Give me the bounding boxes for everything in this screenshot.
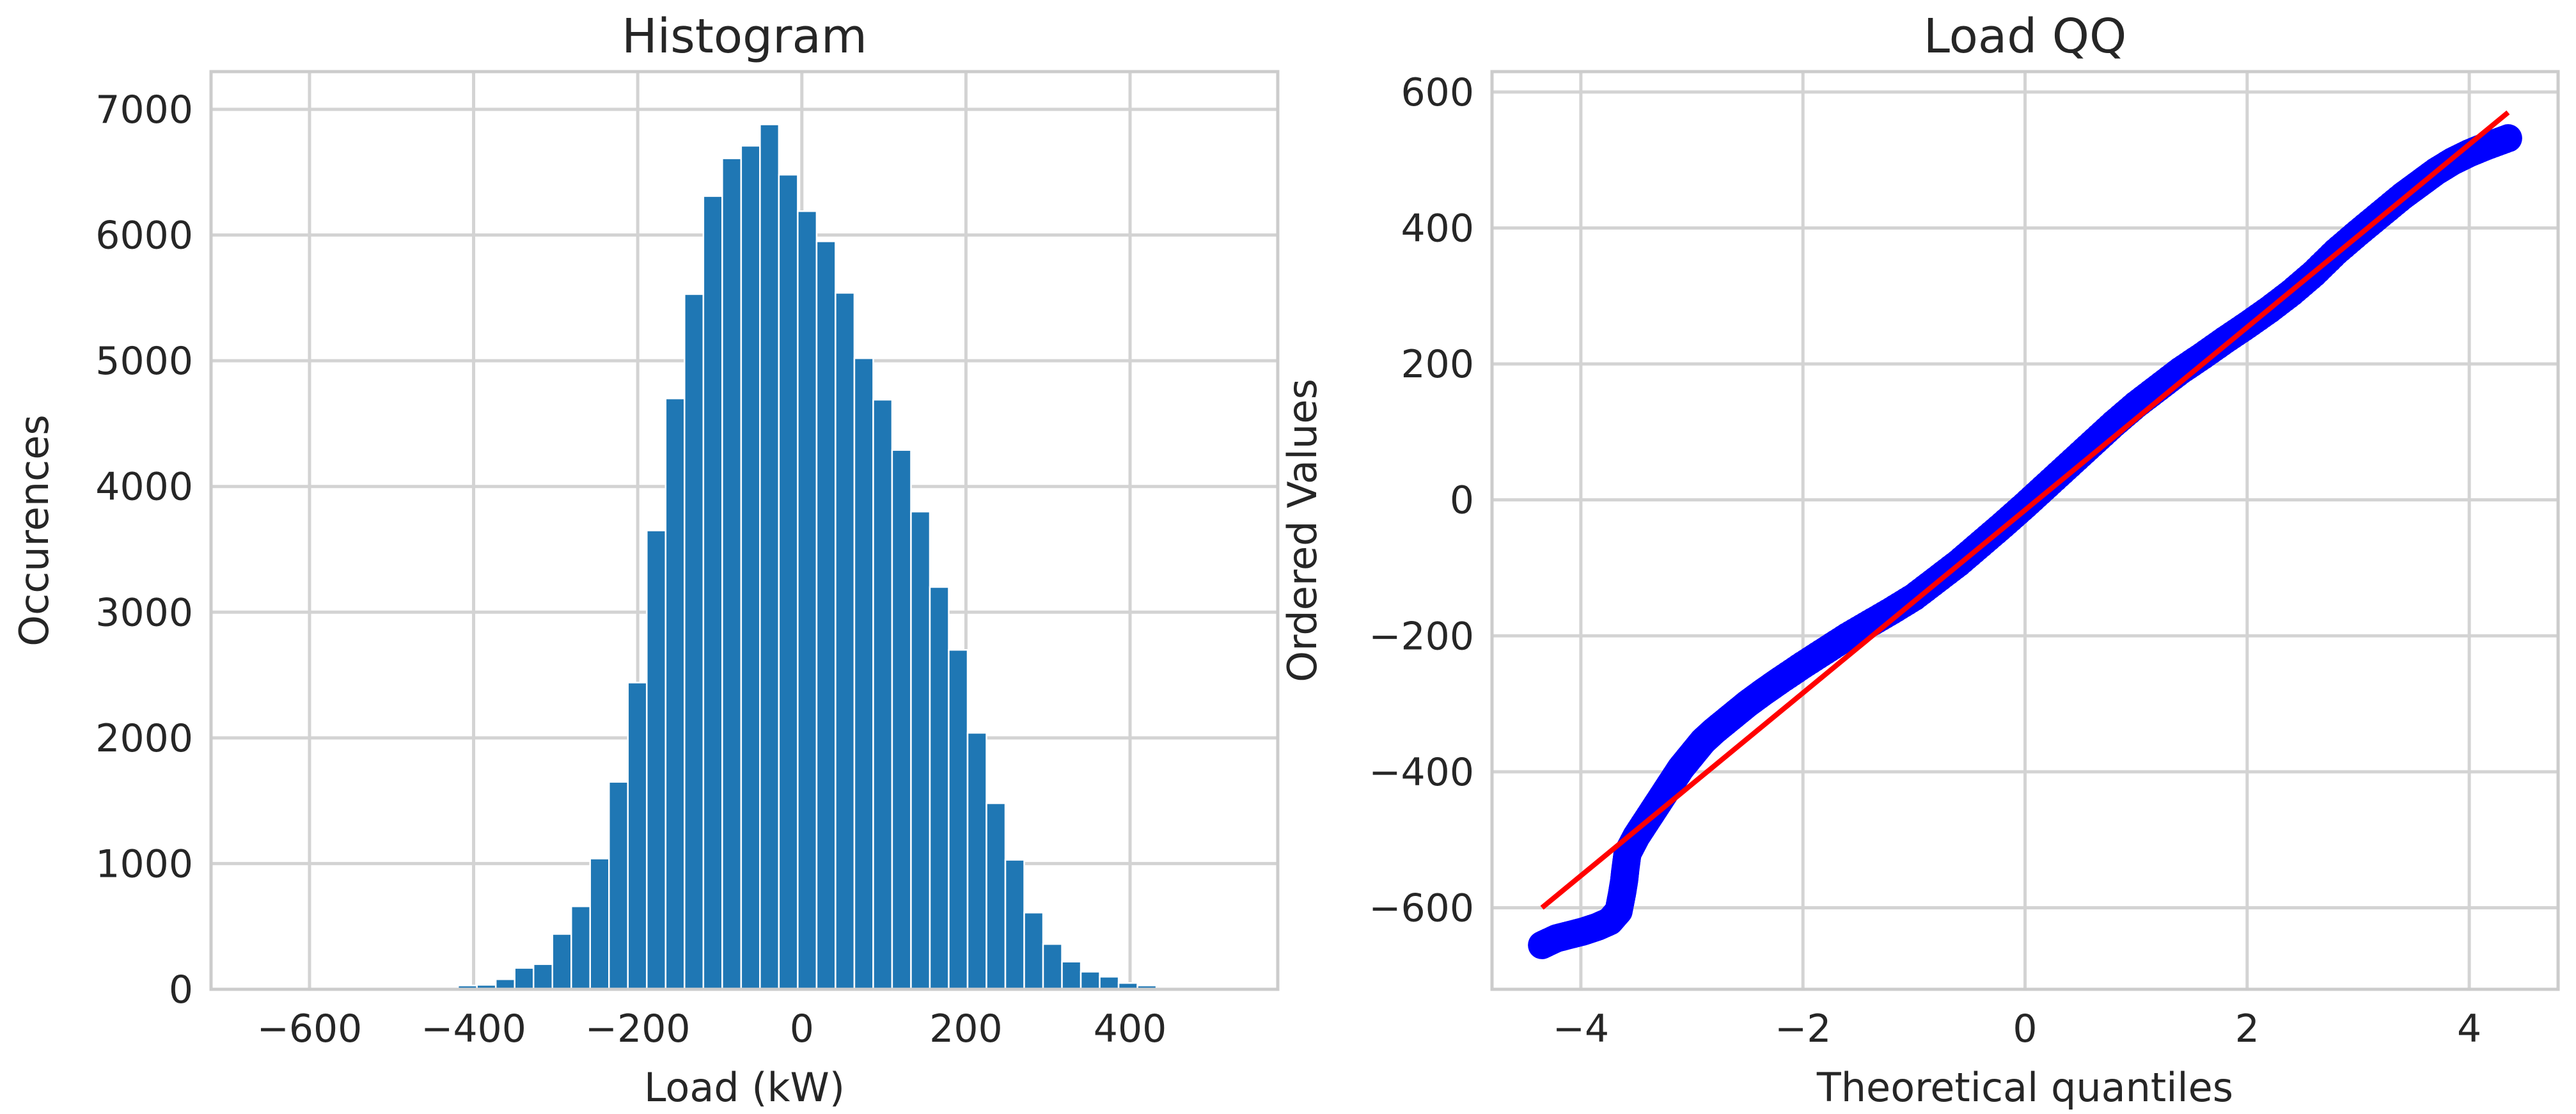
qq-y-tick-label: −200	[1369, 614, 1474, 659]
histogram-y-tick-label: 1000	[95, 842, 193, 886]
qq-x-tick-label: 4	[2457, 1007, 2481, 1051]
histogram-bar	[853, 357, 874, 991]
histogram-bar	[815, 240, 836, 991]
histogram-bar	[797, 210, 818, 991]
qq-plot-panel: −4 −2 0 2 4 −600 −400 −200 0 200 400 600 Load QQ T…	[1279, 9, 2560, 1111]
histogram-bar	[1099, 976, 1120, 991]
qq-plot-frame	[1490, 70, 2560, 991]
histogram-bar	[570, 906, 592, 991]
histogram-bar	[664, 397, 686, 991]
histogram-bar	[778, 173, 799, 991]
histogram-title: Histogram	[622, 9, 867, 64]
histogram-bar	[702, 195, 723, 991]
histogram-x-tick-label: 0	[790, 1007, 814, 1051]
qq-x-axis-label: Theoretical quantiles	[1816, 1064, 2233, 1111]
histogram-y-tick-label: 5000	[95, 339, 193, 384]
histogram-panel: −600 −400 −200 0 200 400 0 1000 2000 3000 4000 500…	[11, 9, 1280, 1111]
histogram-bar	[1042, 943, 1063, 991]
qq-title: Load QQ	[1924, 9, 2127, 64]
histogram-bar	[986, 802, 1007, 991]
histogram-bar	[608, 781, 629, 991]
histogram-y-tick-label: 4000	[95, 465, 193, 510]
histogram-bar	[966, 732, 987, 991]
histogram-x-tick-label: −600	[257, 1007, 363, 1051]
qq-y-tick-label: 200	[1401, 342, 1474, 387]
histogram-y-tick-label: 6000	[95, 214, 193, 258]
qq-x-tick-label: −4	[1553, 1007, 1609, 1051]
qq-x-tick-label: 2	[2235, 1007, 2259, 1051]
histogram-y-tick-label: 7000	[95, 88, 193, 132]
histogram-x-tick-label: −200	[585, 1007, 691, 1051]
histogram-y-tick-label: 2000	[95, 716, 193, 761]
histogram-bar	[759, 123, 780, 991]
histogram-bar	[551, 933, 572, 991]
histogram-x-tick-label: −400	[421, 1007, 526, 1051]
histogram-bar	[1023, 911, 1044, 991]
qq-y-tick-labels: −600 −400 −200 0 200 400 600	[1369, 70, 1474, 931]
histogram-bar	[514, 967, 535, 991]
qq-x-tick-labels: −4 −2 0 2 4	[1553, 1007, 2481, 1051]
qq-point	[2494, 124, 2522, 153]
histogram-bar	[646, 530, 667, 991]
histogram-y-tick-label: 0	[169, 968, 193, 1012]
histogram-bar	[684, 293, 705, 991]
qq-y-tick-label: 400	[1401, 206, 1474, 251]
histogram-bar	[948, 648, 969, 991]
histogram-x-tick-label: 200	[929, 1007, 1003, 1051]
histogram-plot-frame	[209, 70, 1280, 991]
qq-y-tick-label: 0	[1450, 478, 1474, 523]
histogram-bar	[1080, 971, 1101, 991]
histogram-bars	[419, 123, 1176, 991]
histogram-bar	[1004, 859, 1025, 991]
histogram-y-tick-label: 3000	[95, 590, 193, 635]
qq-x-tick-label: −2	[1775, 1007, 1831, 1051]
histogram-bar	[627, 682, 648, 991]
histogram-bar	[589, 858, 610, 991]
qq-y-axis-label: Ordered Values	[1279, 379, 1326, 682]
histogram-bar	[835, 292, 856, 991]
histogram-bar	[872, 398, 893, 991]
qq-fit-line	[1540, 110, 2510, 910]
histogram-bar	[740, 145, 761, 991]
histogram-x-axis-label: Load (kW)	[644, 1064, 845, 1111]
histogram-bar	[929, 586, 950, 991]
histogram-bar	[891, 449, 912, 991]
histogram-y-tick-labels: 0 1000 2000 3000 4000 5000 6000 7000	[95, 88, 193, 1012]
qq-y-tick-label: −400	[1369, 750, 1474, 795]
histogram-y-axis-label: Occurences	[11, 414, 58, 646]
histogram-bar	[1061, 961, 1082, 991]
qq-y-tick-label: 600	[1401, 70, 1474, 115]
histogram-x-tick-labels: −600 −400 −200 0 200 400	[257, 1007, 1167, 1051]
histogram-x-tick-label: 400	[1094, 1007, 1167, 1051]
histogram-bar	[532, 963, 554, 991]
histogram-bar	[910, 510, 931, 991]
qq-x-tick-label: 0	[2013, 1007, 2037, 1051]
histogram-bar	[721, 157, 742, 991]
qq-y-tick-label: −600	[1369, 886, 1474, 930]
